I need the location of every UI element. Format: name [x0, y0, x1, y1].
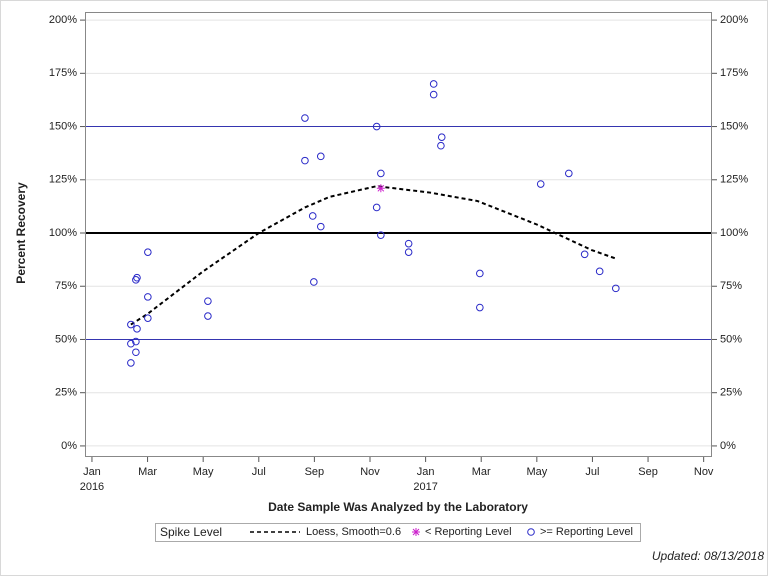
- legend-box: [155, 523, 641, 542]
- circle-point: [580, 250, 589, 259]
- legend-swatch: [412, 528, 420, 536]
- y2-tick-label: 175%: [720, 67, 748, 79]
- y-tick-label: 50%: [55, 333, 77, 345]
- y-tick-label: 200%: [49, 14, 77, 26]
- x-tick-label: May: [526, 466, 547, 478]
- circle-point: [204, 312, 212, 320]
- y-tick-label: 100%: [49, 227, 77, 239]
- y2-tick-label: 150%: [720, 120, 748, 132]
- x-tick-label: May: [193, 466, 214, 478]
- y2-tick-label: 100%: [720, 227, 748, 239]
- circle-point: [372, 203, 381, 212]
- y2-tick-label: 75%: [720, 280, 742, 292]
- x-tick-label: Jan: [83, 466, 101, 478]
- star-point: [376, 184, 385, 193]
- legend-swatch: [527, 528, 535, 536]
- x-tick-label: Mar: [138, 466, 157, 478]
- x-tick-label: Mar: [472, 466, 491, 478]
- y2-tick-label: 25%: [720, 387, 742, 399]
- legend-label: >= Reporting Level: [540, 526, 633, 538]
- plot-frame: [85, 12, 712, 457]
- circle-point: [301, 114, 309, 122]
- circle-point: [308, 212, 317, 220]
- circle-point: [127, 359, 135, 367]
- x-year-label: 2017: [413, 481, 437, 493]
- circle-point: [536, 180, 545, 188]
- footnote: Updated: 08/13/2018: [652, 549, 764, 563]
- x-tick-label: Sep: [638, 466, 658, 478]
- x-tick-label: Jan: [417, 466, 435, 478]
- y-axis-title: Percent Recovery: [14, 182, 28, 284]
- circle-point: [595, 267, 604, 276]
- circle-point: [132, 348, 140, 357]
- circle-point: [316, 152, 325, 161]
- y-tick-label: 125%: [49, 174, 77, 186]
- circle-point: [144, 248, 152, 256]
- circle-point: [301, 156, 309, 165]
- circle-point: [565, 169, 573, 178]
- circle-point: [377, 231, 385, 239]
- circle-point: [372, 122, 381, 131]
- circle-point: [310, 278, 318, 286]
- x-axis-title: Date Sample Was Analyzed by the Laborato…: [268, 500, 528, 514]
- circle-point: [611, 284, 620, 293]
- circle-point: [133, 325, 141, 333]
- legend-label: Loess, Smooth=0.6: [306, 526, 401, 538]
- y-tick-label: 0%: [61, 440, 77, 452]
- y2-tick-label: 50%: [720, 333, 742, 345]
- circle-point: [429, 80, 438, 88]
- circle-point: [133, 273, 141, 282]
- y2-tick-label: 0%: [720, 440, 736, 452]
- circle-point: [437, 133, 446, 141]
- circle-point: [127, 320, 135, 329]
- y2-tick-label: 200%: [720, 14, 748, 26]
- y2-tick-label: 125%: [720, 174, 748, 186]
- x-tick-label: Nov: [360, 466, 380, 478]
- circle-point: [127, 339, 135, 348]
- x-tick-label: Jul: [585, 466, 599, 478]
- circle-point: [476, 303, 484, 312]
- x-tick-label: Nov: [694, 466, 714, 478]
- circle-point: [144, 314, 152, 322]
- circle-point: [476, 269, 484, 278]
- circle-point: [404, 248, 413, 256]
- loess-line: [130, 185, 617, 326]
- circle-point: [144, 293, 152, 301]
- circle-point: [437, 141, 445, 150]
- y-tick-label: 175%: [49, 67, 77, 79]
- y-tick-label: 25%: [55, 387, 77, 399]
- circle-point: [429, 90, 438, 99]
- x-tick-label: Sep: [305, 466, 325, 478]
- circle-point: [204, 297, 212, 305]
- legend-title: Spike Level: [160, 525, 222, 539]
- legend-label: < Reporting Level: [425, 526, 512, 538]
- x-tick-label: Jul: [252, 466, 266, 478]
- y-tick-label: 150%: [49, 120, 77, 132]
- circle-point: [316, 222, 325, 231]
- circle-point: [132, 337, 140, 346]
- circle-point: [377, 169, 385, 178]
- y-tick-label: 75%: [55, 280, 77, 292]
- circle-point: [404, 239, 413, 248]
- x-year-label: 2016: [80, 481, 104, 493]
